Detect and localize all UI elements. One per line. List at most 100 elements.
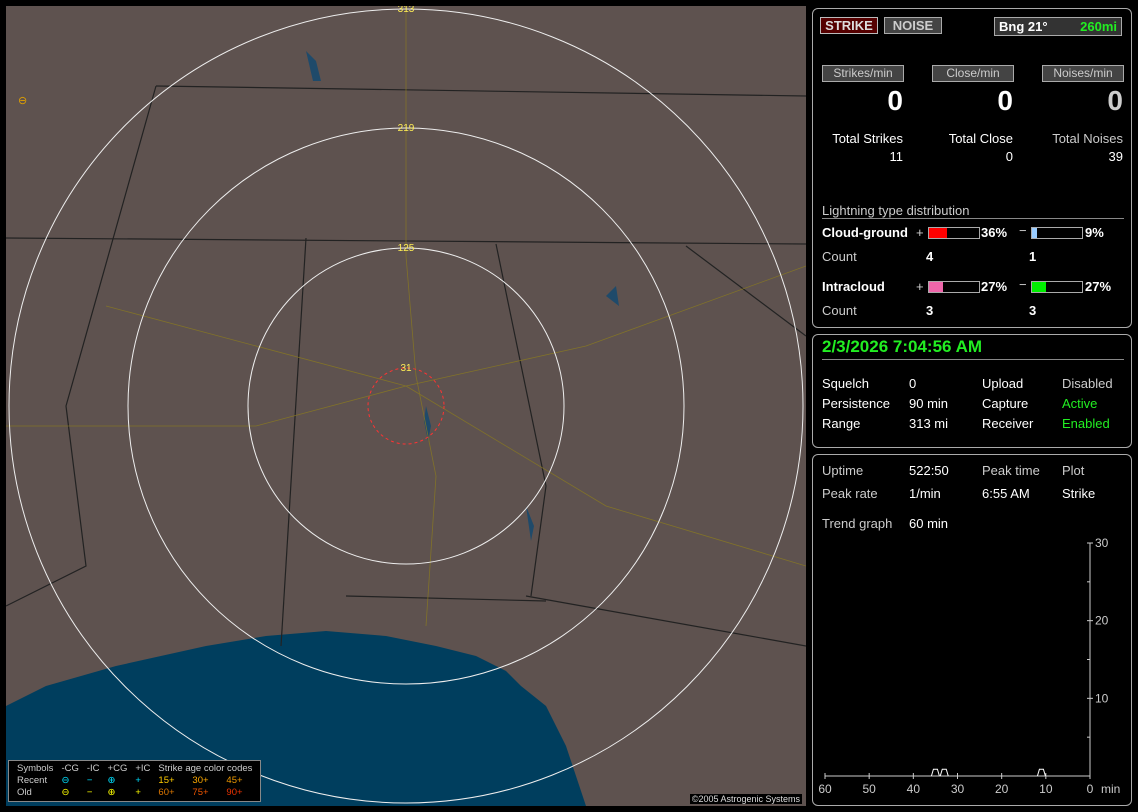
peak-rate-value: 1/min [909,486,941,501]
cg-positive-bar [928,227,980,239]
trend-graph-label: Trend graph [822,516,893,531]
copyright: ©2005 Astrogenic Systems [689,794,802,804]
noise-button[interactable]: NOISE [884,17,942,34]
strikes-per-min-button[interactable]: Strikes/min [822,65,904,82]
neg-cg-icon: ⊖ [61,775,70,786]
status-label: Squelch [822,376,869,391]
pos-cg-icon: ⊕ [107,775,116,786]
age-code: 60+ [158,787,175,798]
pos-ic-icon: + [135,787,141,798]
status-value: 313 mi [909,416,949,431]
lightning-map[interactable]: 313 219 125 31 ⊖ Symbols -CG -IC +CG +IC Stri… [6,6,806,806]
peak-rate-label: Peak rate [822,486,878,501]
uptime-label: Uptime [822,463,864,478]
ic-pos-fill [929,282,943,292]
counts-panel: STRIKE NOISE Bng 21° 260mi Strikes/min C… [812,8,1132,328]
status-value: 0 [909,376,917,391]
status-label: Receiver [982,416,1034,431]
range-label-219: 219 [398,123,415,134]
status-label: Persistence [822,396,890,411]
minus-icon: − [1019,223,1027,238]
x-tick-label: 60 [818,782,832,796]
cg-positive-count: 4 [926,249,934,264]
y-tick-label: 30 [1095,536,1109,550]
y-tick-label: 10 [1095,691,1109,705]
close-range-ring [367,367,445,445]
distance-value: 260mi [1080,19,1117,34]
ic-negative-pct: 27% [1085,279,1112,294]
pos-ic-icon: + [135,775,141,786]
status-value: 90 min [909,396,949,411]
strike-marker-icon[interactable]: ⊖ [18,95,27,107]
age-code: 15+ [158,775,175,786]
age-code: 45+ [226,775,243,786]
noises-per-min-value: 0 [1107,85,1123,116]
close-per-min-value: 0 [997,85,1013,116]
total-noises-value: 39 [1108,149,1123,164]
x-tick-label: 40 [907,782,921,796]
status-label: Upload [982,376,1024,391]
total-noises-label: Total Noises [1052,131,1123,146]
x-tick-label: 10 [1039,782,1053,796]
uptime-value: 522:50 [909,463,949,478]
total-strikes-value: 11 [889,149,904,164]
close-per-min-button[interactable]: Close/min [932,65,1014,82]
count-label: Count [822,303,857,318]
trend-peak [930,768,940,777]
legend-recent: Recent [17,775,48,786]
total-strikes-label: Total Strikes [832,131,903,146]
intracloud-label: Intracloud [822,279,885,294]
trend-panel: Uptime 522:50 Peak time Plot Peak rate 1… [812,454,1132,806]
bearing-value: Bng 21° [999,19,1048,34]
range-label-31: 31 [400,363,412,374]
neg-cg-icon: ⊖ [61,787,70,798]
status-value: Disabled [1062,376,1113,391]
total-close-value: 0 [1005,149,1013,164]
plus-icon: + [916,279,924,294]
datetime: 2/3/2026 7:04:56 AM [822,337,1124,360]
roads [6,6,806,627]
range-rings [8,8,804,804]
ic-positive-pct: 27% [981,279,1008,294]
cg-positive-pct: 36% [981,225,1008,240]
peak-time-value: 6:55 AM [982,486,1030,501]
legend-header: +CG [107,763,128,774]
trend-graph-value: 60 min [909,516,949,531]
plot-value[interactable]: Strike [1062,486,1096,501]
plot-label: Plot [1062,463,1085,478]
strike-button[interactable]: STRIKE [820,17,878,34]
map-canvas: 313 219 125 31 ⊖ [6,6,806,806]
distribution-title: Lightning type distribution [822,203,1124,219]
symbol-legend: Symbols -CG -IC +CG +IC Strike age color code… [8,760,262,802]
bearing-display: Bng 21° 260mi [994,17,1122,36]
total-close-label: Total Close [948,131,1013,146]
cg-negative-pct: 9% [1085,225,1104,240]
ic-negative-count: 3 [1029,303,1037,318]
ic-positive-count: 3 [926,303,934,318]
age-code: 30+ [192,775,209,786]
status-panel: 2/3/2026 7:04:56 AM Squelch 0 Upload Disabl… [812,334,1132,448]
strikes-per-min-value: 0 [887,85,903,116]
ic-negative-bar [1031,281,1083,293]
count-label: Count [822,249,857,264]
cg-neg-fill [1032,228,1037,238]
legend-header: -CG [61,763,79,774]
trend-peak [1036,768,1046,777]
legend-header: -IC [86,763,100,774]
legend-old: Old [17,787,32,798]
x-tick-label: 30 [951,782,965,796]
status-value: Enabled [1062,416,1110,431]
age-code: 75+ [192,787,209,798]
peak-time-label: Peak time [982,463,1040,478]
x-unit-label: min [1101,782,1120,796]
trend-chart: 60 50 40 30 20 10 0 min 30 20 10 [818,536,1120,796]
ic-neg-fill [1032,282,1046,292]
noises-per-min-button[interactable]: Noises/min [1042,65,1124,82]
neg-ic-icon: − [86,775,93,786]
status-value: Active [1062,396,1098,411]
cg-negative-count: 1 [1029,249,1037,264]
x-tick-label: 50 [862,782,876,796]
trend-peak [939,768,949,777]
ic-positive-bar [928,281,980,293]
neg-ic-icon: − [86,787,93,798]
